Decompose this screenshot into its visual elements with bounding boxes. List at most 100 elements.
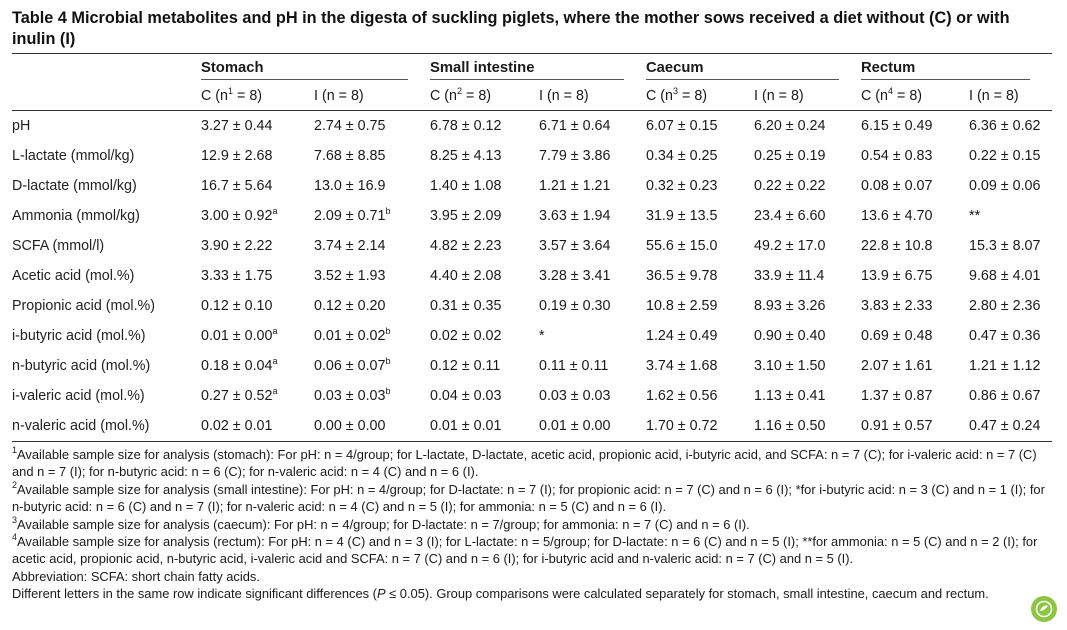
table-cell: 0.91 ± 0.57: [861, 411, 969, 442]
significance-note: Different letters in the same row indica…: [12, 586, 989, 602]
table-cell: 0.90 ± 0.40: [754, 328, 826, 344]
row-label: n-valeric acid (mol.%): [12, 411, 201, 442]
row-label: i-butyric acid (mol.%): [12, 328, 146, 344]
group-header-caecum: Caecum: [646, 54, 861, 82]
table-cell: 0.54 ± 0.83: [861, 148, 933, 164]
row-label: SCFA (mmol/l): [12, 238, 105, 254]
table-cell: 6.71 ± 0.64: [539, 118, 611, 134]
table-cell: 12.9 ± 2.68: [201, 148, 273, 164]
table-cell: 1.16 ± 0.50: [754, 411, 861, 442]
table-row: Propionic acid (mol.%) 0.12 ± 0.10 0.12 ± …: [12, 291, 1052, 321]
table-cell: 0.09 ± 0.06: [969, 178, 1041, 194]
table-cell: 0.25 ± 0.19: [754, 148, 826, 164]
table-cell: 0.11 ± 0.11: [539, 358, 609, 374]
table-row: L-lactate (mmol/kg) 12.9 ± 2.68 7.68 ± 8.8…: [12, 141, 1052, 171]
row-label: Propionic acid (mol.%): [12, 298, 156, 314]
table-cell: 2.09 ± 0.71b: [314, 206, 391, 225]
group-header-stomach: Stomach: [201, 54, 430, 82]
table-cell: 1.24 ± 0.49: [646, 328, 718, 344]
significance-letter: a: [272, 386, 278, 396]
table-cell: 36.5 ± 9.78: [646, 268, 718, 284]
table-cell: 55.6 ± 15.0: [646, 238, 718, 254]
table-cell: 0.22 ± 0.22: [754, 178, 826, 194]
row-label: L-lactate (mmol/kg): [12, 148, 135, 164]
table-cell: 0.04 ± 0.03: [430, 388, 502, 404]
table-cell: *: [539, 328, 545, 344]
table-cell: 3.00 ± 0.92a: [201, 206, 278, 225]
table-cell: 0.12 ± 0.11: [430, 358, 501, 374]
table-cell: 1.62 ± 0.56: [646, 388, 718, 404]
table-cell: 0.31 ± 0.35: [430, 298, 502, 314]
table-cell: 0.27 ± 0.52a: [201, 386, 278, 405]
table-cell: 6.78 ± 0.12: [430, 118, 502, 134]
significance-letter: a: [272, 356, 278, 366]
table-cell: 4.82 ± 2.23: [430, 238, 502, 254]
significance-letter: b: [385, 326, 391, 336]
table-cell: 4.40 ± 2.08: [430, 268, 502, 284]
row-label: i-valeric acid (mol.%): [12, 388, 145, 404]
table-cell: 1.70 ± 0.72: [646, 411, 754, 442]
table-row: i-valeric acid (mol.%) 0.27 ± 0.52a 0.03 ±…: [12, 381, 1052, 411]
table-cell: 3.27 ± 0.44: [201, 118, 273, 134]
significance-letter: b: [385, 206, 391, 216]
table-cell: 7.79 ± 3.86: [539, 148, 611, 164]
table-row: SCFA (mmol/l) 3.90 ± 2.22 3.74 ± 2.14 4.82 …: [12, 231, 1052, 261]
table-row: pH 3.27 ± 0.44 2.74 ± 0.75 6.78 ± 0.12 6.71 …: [12, 111, 1052, 142]
table-cell: 3.83 ± 2.33: [861, 298, 933, 314]
table-row: n-butyric acid (mol.%) 0.18 ± 0.04a 0.06 ±…: [12, 351, 1052, 381]
table-footnotes: 1Available sample size for analysis (sto…: [12, 446, 1052, 603]
table-cell: 2.74 ± 0.75: [314, 118, 386, 134]
table-cell: 0.01 ± 0.00a: [201, 326, 278, 345]
row-label: Ammonia (mmol/kg): [12, 208, 140, 224]
footnote: 4Available sample size for analysis (rec…: [12, 532, 1038, 567]
significance-letter: a: [272, 206, 278, 216]
table-cell: 0.01 ± 0.01: [430, 411, 539, 442]
table-cell: 2.80 ± 2.36: [969, 298, 1041, 314]
table-cell: 6.15 ± 0.49: [861, 118, 933, 134]
footnote: 1Available sample size for analysis (sto…: [12, 445, 1037, 480]
subheader-cell: C (n1 = 8): [201, 82, 314, 111]
subheader-cell: I (n = 8): [314, 82, 430, 111]
table-cell: 0.32 ± 0.23: [646, 178, 718, 194]
table-cell: 0.86 ± 0.67: [969, 388, 1041, 404]
table-cell: 0.01 ± 0.02b: [314, 326, 391, 345]
subheader-cell: C (n3 = 8): [646, 82, 754, 111]
title-rule: [12, 53, 1052, 54]
table-cell: 49.2 ± 17.0: [754, 238, 826, 254]
table-cell: 9.68 ± 4.01: [969, 268, 1041, 284]
table-cell: **: [969, 208, 981, 224]
footnote: 3Available sample size for analysis (cae…: [12, 514, 750, 532]
table-cell: 8.25 ± 4.13: [430, 148, 502, 164]
table-cell: 6.20 ± 0.24: [754, 118, 826, 134]
table-row: n-valeric acid (mol.%) 0.02 ± 0.01 0.00 ± …: [12, 411, 1052, 442]
table-figure: Table 4 Microbial metabolites and pH in …: [12, 8, 1052, 603]
table-cell: 1.40 ± 1.08: [430, 178, 502, 194]
significance-letter: b: [385, 356, 391, 366]
table-cell: 6.07 ± 0.15: [646, 118, 718, 134]
significance-letter: a: [272, 326, 278, 336]
table-cell: 0.00 ± 0.00: [314, 411, 430, 442]
empty-corner: [12, 54, 201, 82]
table-cell: 0.03 ± 0.03b: [314, 386, 391, 405]
table-cell: 33.9 ± 11.4: [754, 268, 825, 284]
table-cell: 23.4 ± 6.60: [754, 208, 826, 224]
table-cell: 0.22 ± 0.15: [969, 148, 1041, 164]
table-cell: 3.10 ± 1.50: [754, 358, 826, 374]
table-cell: 0.03 ± 0.03: [539, 388, 611, 404]
row-label: n-butyric acid (mol.%): [12, 358, 151, 374]
subheader-cell: I (n = 8): [539, 82, 646, 111]
subheader-cell: I (n = 8): [754, 82, 861, 111]
table-cell: 0.01 ± 0.00: [539, 411, 646, 442]
data-table: Stomach Small intestine Caecum Rectum C …: [12, 54, 1052, 442]
table-cell: 8.93 ± 3.26: [754, 298, 826, 314]
footnote: 2Available sample size for analysis (sma…: [12, 479, 1045, 515]
table-cell: 0.47 ± 0.36: [969, 328, 1041, 344]
subheader-row: C (n1 = 8) I (n = 8) C (n2 = 8) I (n = 8) C …: [12, 82, 1052, 111]
group-header-small-intestine: Small intestine: [430, 54, 646, 82]
row-label: D-lactate (mmol/kg): [12, 178, 137, 194]
table-row: Acetic acid (mol.%) 3.33 ± 1.75 3.52 ± 1.9…: [12, 261, 1052, 291]
subheader-cell: I (n = 8): [969, 82, 1052, 111]
row-label: Acetic acid (mol.%): [12, 268, 135, 284]
table-cell: 2.07 ± 1.61: [861, 358, 933, 374]
group-header-rectum: Rectum: [861, 54, 1052, 82]
